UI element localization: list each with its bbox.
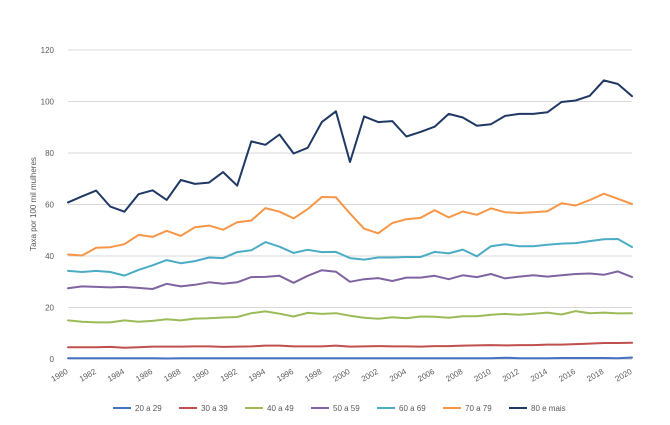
series-line-6 bbox=[67, 79, 633, 213]
x-tick-label: 2016 bbox=[557, 367, 577, 384]
y-tick-label: 80 bbox=[45, 149, 54, 158]
y-axis-ticks: 0 20 40 60 80 100 120 bbox=[41, 46, 55, 364]
x-tick-label: 2014 bbox=[529, 367, 549, 384]
x-tick-label: 2020 bbox=[614, 367, 634, 384]
legend-label: 80 e mais bbox=[531, 404, 566, 413]
x-axis-ticks: 1980 1982 1984 1986 1988 1990 1992 1994 1996 1998… bbox=[50, 367, 634, 384]
gridlines bbox=[68, 49, 632, 360]
x-tick-label: 1986 bbox=[134, 367, 154, 384]
x-tick-label: 1998 bbox=[303, 367, 323, 384]
y-tick-label: 0 bbox=[50, 355, 55, 364]
x-tick-label: 2002 bbox=[360, 367, 380, 384]
y-tick-label: 20 bbox=[45, 304, 54, 313]
x-tick-label: 1980 bbox=[50, 367, 70, 384]
legend-label: 60 a 69 bbox=[399, 404, 426, 413]
series-line-0 bbox=[67, 356, 633, 360]
series-line-5 bbox=[67, 192, 633, 257]
x-tick-label: 2008 bbox=[444, 367, 464, 384]
legend-label: 40 a 49 bbox=[267, 404, 294, 413]
series-line-1 bbox=[67, 341, 633, 349]
x-tick-label: 2004 bbox=[388, 367, 408, 384]
x-tick-label: 2012 bbox=[501, 367, 521, 384]
x-tick-label: 1996 bbox=[275, 367, 295, 384]
series-line-4 bbox=[67, 238, 633, 277]
x-tick-label: 2000 bbox=[332, 367, 352, 384]
x-tick-label: 2010 bbox=[473, 367, 493, 384]
legend-label: 30 a 39 bbox=[201, 404, 228, 413]
legend-label: 70 a 79 bbox=[465, 404, 492, 413]
x-tick-label: 1992 bbox=[219, 367, 239, 384]
x-tick-label: 1982 bbox=[78, 367, 98, 384]
x-tick-label: 1994 bbox=[247, 367, 267, 384]
y-tick-label: 40 bbox=[45, 252, 54, 261]
series-lines bbox=[67, 79, 633, 360]
x-tick-label: 2006 bbox=[416, 367, 436, 384]
y-axis-title: Taxa por 100 mil mulheres bbox=[29, 157, 38, 251]
legend-label: 20 a 29 bbox=[135, 404, 162, 413]
y-tick-label: 120 bbox=[41, 46, 55, 55]
x-tick-label: 1990 bbox=[191, 367, 211, 384]
legend-label: 50 a 59 bbox=[333, 404, 360, 413]
x-tick-label: 2018 bbox=[585, 367, 605, 384]
legend: 20 a 29 30 a 39 40 a 49 50 a 59 60 a 69 70 a … bbox=[113, 404, 566, 413]
y-tick-label: 100 bbox=[41, 98, 55, 107]
x-tick-label: 1988 bbox=[162, 367, 182, 384]
y-tick-label: 60 bbox=[45, 201, 54, 210]
series-line-2 bbox=[67, 310, 633, 324]
x-tick-label: 1984 bbox=[106, 367, 126, 384]
series-line-3 bbox=[67, 269, 633, 290]
